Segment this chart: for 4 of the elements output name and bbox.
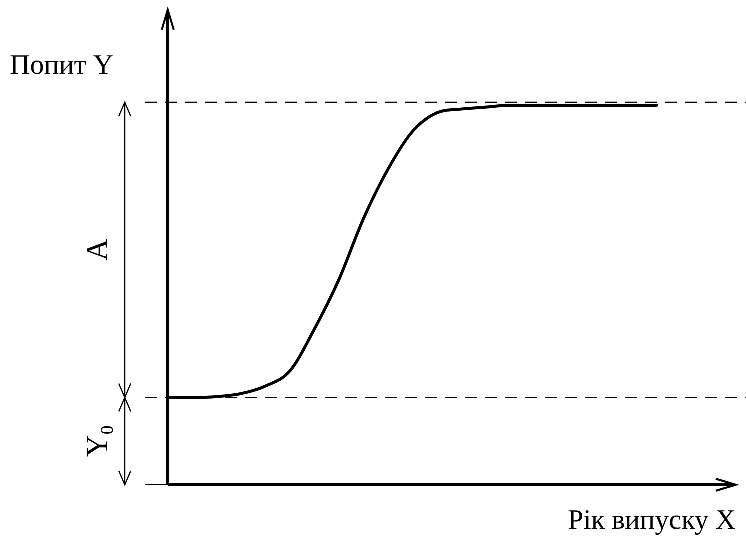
text: Y₀ <box>81 425 114 458</box>
x-axis-title: Рік випуску X <box>568 505 736 537</box>
text: A <box>81 239 114 261</box>
y-axis-title: Попит Y <box>10 50 114 82</box>
